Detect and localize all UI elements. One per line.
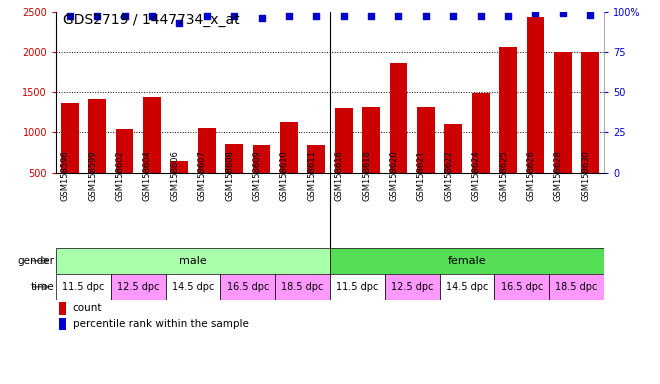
Bar [549, 274, 604, 300]
Bar [385, 274, 440, 300]
Text: 14.5 dpc: 14.5 dpc [446, 282, 488, 292]
Text: GSM158604: GSM158604 [143, 151, 152, 201]
Text: GSM158626: GSM158626 [527, 151, 535, 201]
Bar [440, 274, 494, 300]
Bar [417, 108, 435, 213]
Text: GSM158622: GSM158622 [444, 151, 453, 201]
Text: 16.5 dpc: 16.5 dpc [226, 282, 269, 292]
Point [311, 13, 321, 20]
Text: 12.5 dpc: 12.5 dpc [391, 282, 434, 292]
Bar [330, 248, 604, 274]
Bar [59, 302, 66, 314]
Bar [115, 129, 133, 213]
Bar [170, 161, 188, 213]
Text: count: count [73, 303, 102, 313]
Bar [335, 108, 352, 213]
Point [558, 10, 568, 16]
Text: 14.5 dpc: 14.5 dpc [172, 282, 214, 292]
Text: female: female [447, 256, 486, 266]
Bar [253, 145, 271, 213]
Point [119, 13, 130, 20]
Text: 11.5 dpc: 11.5 dpc [62, 282, 105, 292]
Point [475, 13, 486, 20]
Text: GSM158616: GSM158616 [335, 151, 344, 201]
Point [339, 13, 349, 20]
Text: GSM158599: GSM158599 [88, 151, 97, 201]
Point [201, 13, 212, 20]
Bar [220, 274, 275, 300]
Bar [362, 107, 380, 213]
Point [65, 13, 75, 20]
Text: GDS2719 / 1447734_x_at: GDS2719 / 1447734_x_at [63, 13, 240, 27]
Bar [61, 103, 79, 213]
Bar [143, 97, 161, 213]
Text: GSM158596: GSM158596 [61, 151, 70, 201]
Text: 11.5 dpc: 11.5 dpc [336, 282, 379, 292]
Bar [308, 146, 325, 213]
Bar [499, 47, 517, 213]
Text: GSM158607: GSM158607 [198, 151, 207, 201]
Text: GSM158611: GSM158611 [308, 151, 316, 201]
Point [284, 13, 294, 20]
Point [174, 20, 185, 26]
Bar [494, 274, 549, 300]
Text: GSM158621: GSM158621 [417, 151, 426, 201]
Text: GSM158624: GSM158624 [472, 151, 480, 201]
Bar [527, 17, 544, 213]
Bar [59, 318, 66, 330]
Text: gender: gender [18, 256, 55, 266]
Text: GSM158618: GSM158618 [362, 151, 371, 201]
Point [393, 13, 404, 20]
Bar [198, 128, 216, 213]
Point [585, 12, 595, 18]
Text: 12.5 dpc: 12.5 dpc [117, 282, 160, 292]
Bar [275, 274, 330, 300]
Bar [280, 122, 298, 213]
Point [92, 13, 102, 20]
Text: GSM158610: GSM158610 [280, 151, 289, 201]
Text: GSM158608: GSM158608 [225, 151, 234, 201]
Text: percentile rank within the sample: percentile rank within the sample [73, 319, 248, 329]
Bar [88, 99, 106, 213]
Point [256, 15, 267, 21]
Text: male: male [179, 256, 207, 266]
Bar [111, 274, 166, 300]
Bar [389, 63, 407, 213]
Text: GSM158620: GSM158620 [389, 151, 399, 201]
Point [147, 13, 157, 20]
Text: GSM158606: GSM158606 [170, 151, 180, 201]
Point [366, 13, 376, 20]
Point [229, 13, 240, 20]
Bar [330, 274, 385, 300]
Bar [581, 52, 599, 213]
Bar [225, 144, 243, 213]
Bar [554, 52, 572, 213]
Text: GSM158602: GSM158602 [115, 151, 125, 201]
Text: 16.5 dpc: 16.5 dpc [500, 282, 543, 292]
Text: GSM158609: GSM158609 [253, 151, 261, 201]
Point [503, 13, 513, 20]
Bar [56, 248, 330, 274]
Text: GSM158628: GSM158628 [554, 151, 563, 201]
Text: 18.5 dpc: 18.5 dpc [555, 282, 598, 292]
Point [530, 10, 541, 16]
Bar [166, 274, 220, 300]
Bar [444, 124, 462, 213]
Bar [56, 274, 111, 300]
Bar [472, 93, 490, 213]
Text: GSM158630: GSM158630 [581, 151, 590, 201]
Text: GSM158625: GSM158625 [499, 151, 508, 201]
Text: time: time [31, 282, 55, 292]
Point [448, 13, 459, 20]
Text: 18.5 dpc: 18.5 dpc [281, 282, 324, 292]
Point [420, 13, 431, 20]
